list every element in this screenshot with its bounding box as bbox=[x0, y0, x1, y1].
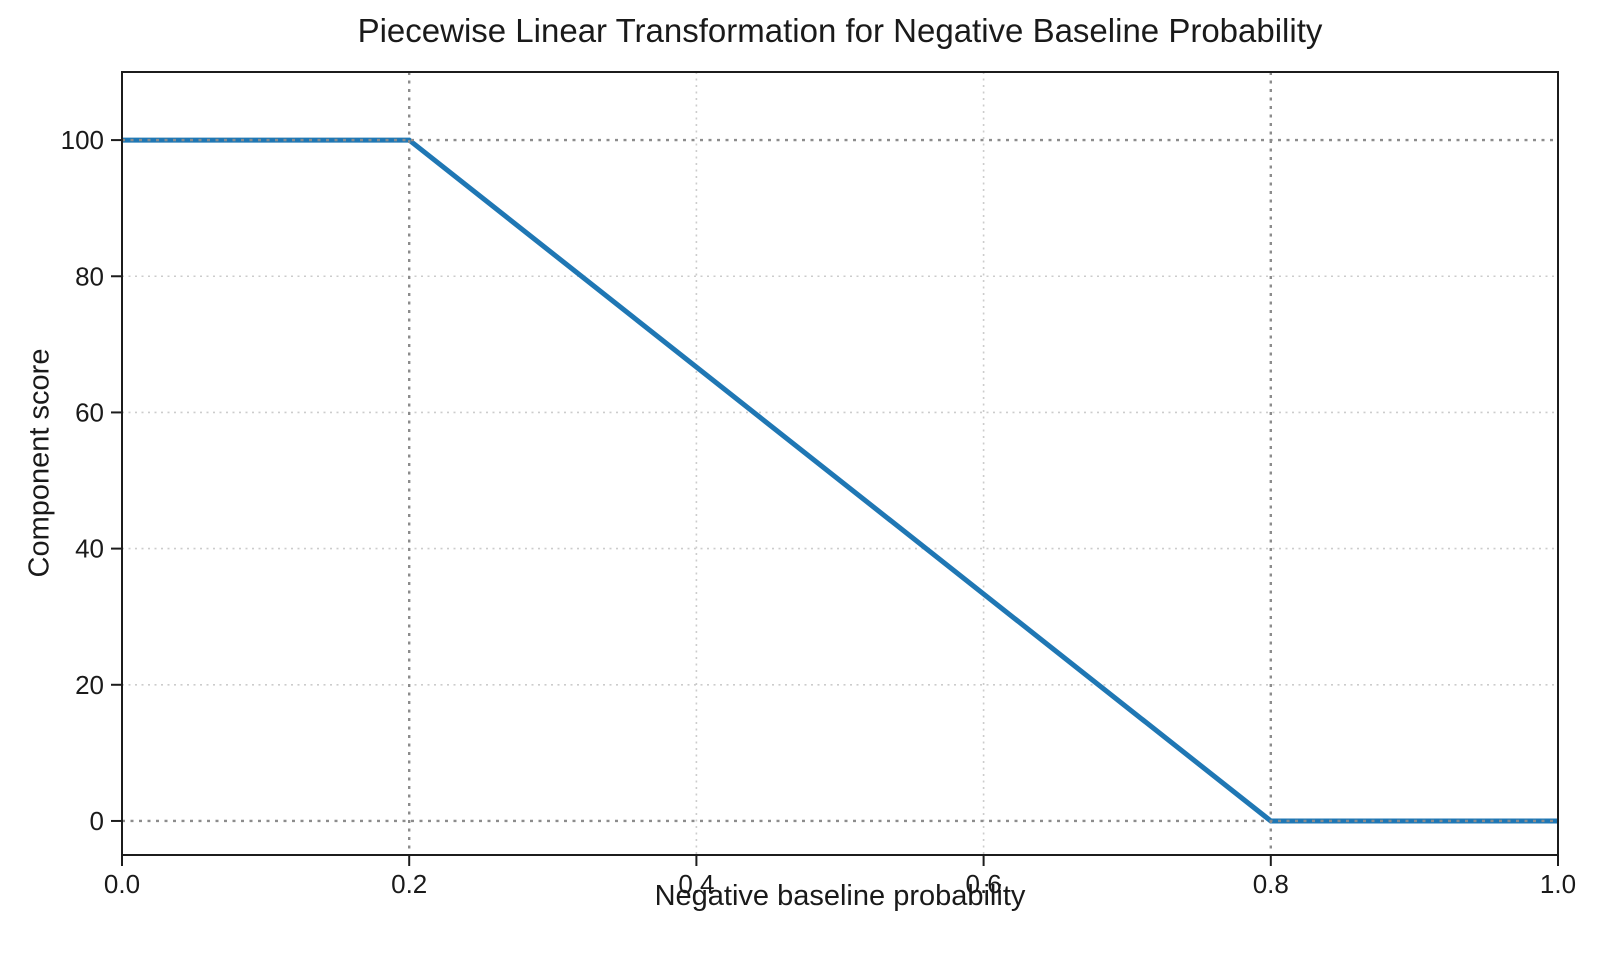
y-tick-label: 40 bbox=[75, 534, 104, 564]
x-tick-label: 0.2 bbox=[391, 869, 427, 899]
x-tick-label: 0.8 bbox=[1253, 869, 1289, 899]
x-tick-label: 0.4 bbox=[678, 869, 714, 899]
y-tick-label: 100 bbox=[61, 125, 104, 155]
x-axis-label: Negative baseline probability bbox=[654, 880, 1026, 912]
chart-title: Piecewise Linear Transformation for Nega… bbox=[357, 12, 1323, 49]
data-line-component-score-transform bbox=[122, 137, 1558, 824]
x-tick-label: 1.0 bbox=[1540, 869, 1576, 899]
y-tick-label: 20 bbox=[75, 670, 104, 700]
y-tick-label: 0 bbox=[90, 806, 104, 836]
x-tick-label: 0.0 bbox=[104, 869, 140, 899]
y-tick-label: 80 bbox=[75, 261, 104, 291]
y-axis-label: Component score bbox=[23, 348, 56, 578]
y-tick-label: 60 bbox=[75, 397, 104, 427]
plot-frame bbox=[121, 71, 1559, 856]
x-tick-label: 0.6 bbox=[966, 869, 1002, 899]
